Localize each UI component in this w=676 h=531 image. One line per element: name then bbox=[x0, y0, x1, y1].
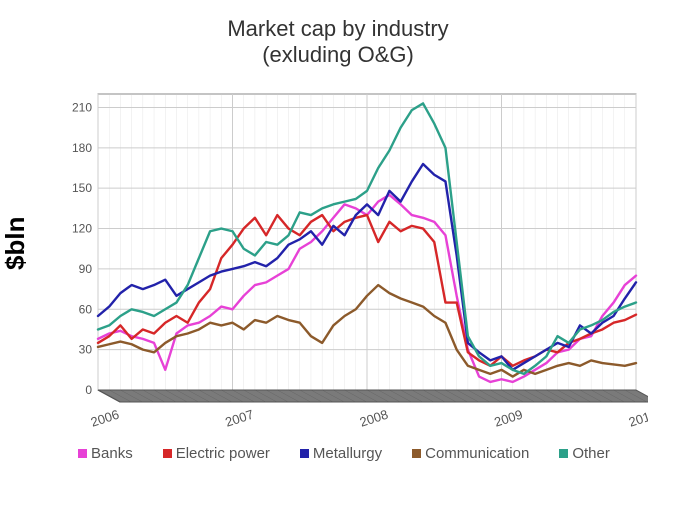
svg-text:2010: 2010 bbox=[627, 407, 648, 430]
svg-text:2009: 2009 bbox=[492, 407, 524, 430]
svg-text:30: 30 bbox=[79, 343, 93, 357]
svg-text:210: 210 bbox=[72, 100, 92, 114]
legend-label: Communication bbox=[425, 445, 529, 462]
svg-text:0: 0 bbox=[85, 383, 92, 397]
legend-swatch bbox=[300, 449, 309, 458]
legend: Banks Electric power Metallurgy Communicati… bbox=[78, 445, 638, 462]
legend-item-communication: Communication bbox=[412, 445, 529, 462]
legend-item-other: Other bbox=[559, 445, 610, 462]
svg-text:2007: 2007 bbox=[223, 407, 255, 430]
legend-item-electric-power: Electric power bbox=[163, 445, 270, 462]
svg-text:90: 90 bbox=[79, 262, 93, 276]
svg-text:2006: 2006 bbox=[89, 407, 121, 430]
y-axis-label: $bln bbox=[0, 217, 31, 270]
legend-item-metallurgy: Metallurgy bbox=[300, 445, 382, 462]
legend-label: Metallurgy bbox=[313, 445, 382, 462]
title-line-1: Market cap by industry bbox=[0, 16, 676, 42]
svg-text:180: 180 bbox=[72, 141, 92, 155]
legend-item-banks: Banks bbox=[78, 445, 133, 462]
legend-swatch bbox=[163, 449, 172, 458]
legend-swatch bbox=[412, 449, 421, 458]
legend-swatch bbox=[559, 449, 568, 458]
legend-label: Other bbox=[572, 445, 610, 462]
legend-label: Banks bbox=[91, 445, 133, 462]
title-line-2: (exluding O&G) bbox=[0, 42, 676, 68]
svg-text:150: 150 bbox=[72, 181, 92, 195]
svg-text:2008: 2008 bbox=[358, 407, 390, 430]
svg-text:60: 60 bbox=[79, 302, 93, 316]
svg-text:120: 120 bbox=[72, 222, 92, 236]
legend-label: Electric power bbox=[176, 445, 270, 462]
legend-swatch bbox=[78, 449, 87, 458]
plot-area: 030609012015018021020062007200820092010 bbox=[58, 90, 648, 400]
chart-svg: 0 30 60 90 120 150 180 210 2006 2007 2008 2009 2010 bbox=[58, 90, 648, 435]
chart-title: Market cap by industry (exluding O&G) bbox=[0, 16, 676, 69]
